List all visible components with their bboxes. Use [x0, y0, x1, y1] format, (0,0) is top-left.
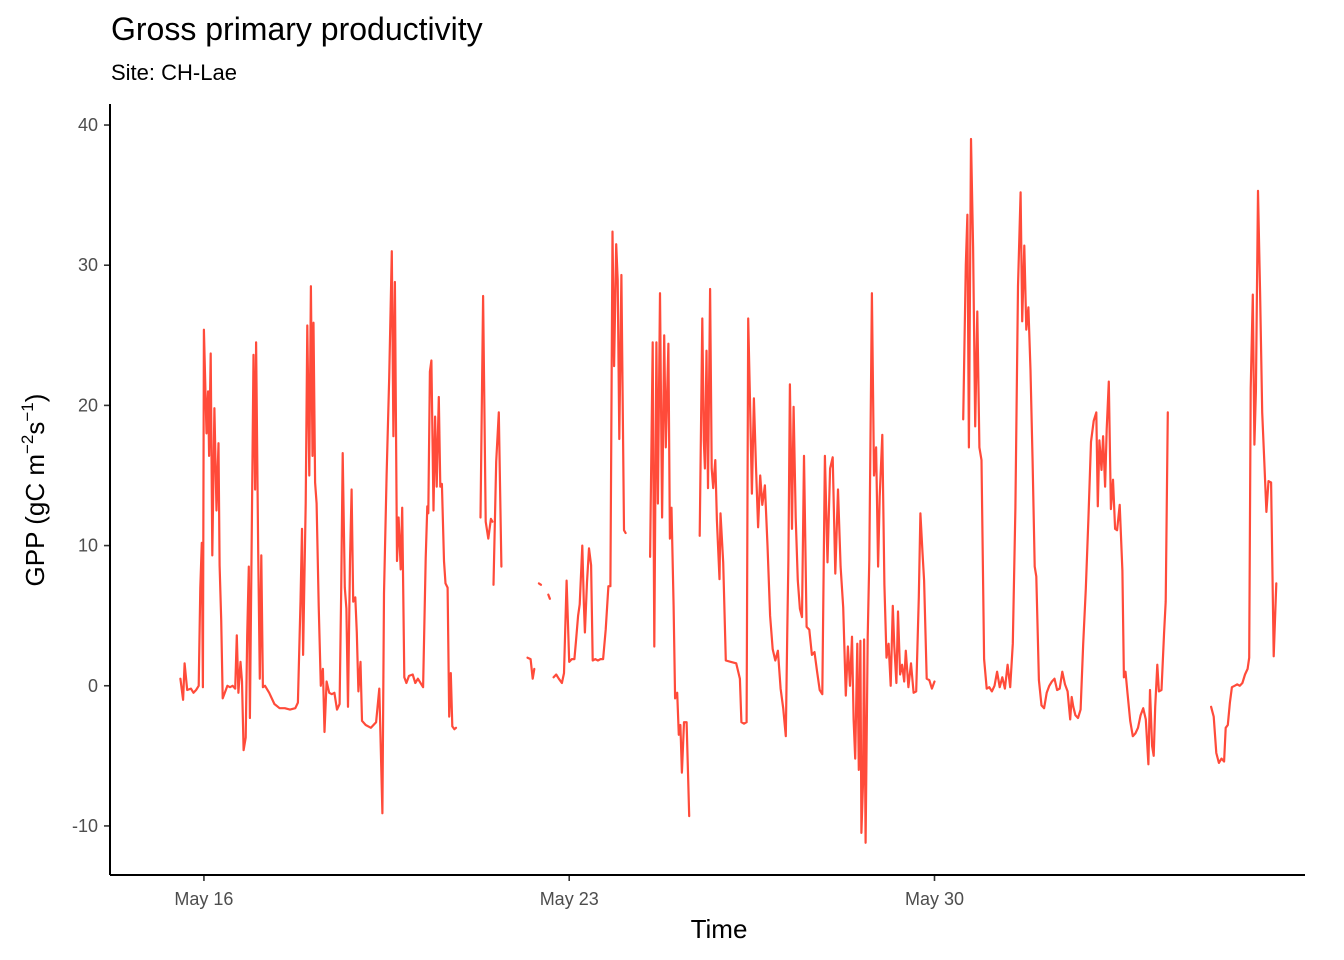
plot-panel: -10 0 10 20 30 40 May 16 May 23 May 30	[72, 104, 1305, 909]
y-tick-label: 10	[78, 536, 98, 556]
gpp-line-segment	[962, 137, 1169, 766]
gpp-line-segment	[537, 582, 543, 586]
y-tick-label: 20	[78, 395, 98, 415]
gpp-line-segment	[547, 593, 551, 600]
x-tick-label: May 16	[174, 889, 233, 909]
y-axis-title-mid: s	[20, 422, 50, 435]
gpp-line-segment	[492, 411, 503, 586]
y-tick-label: 0	[88, 676, 98, 696]
gpp-line-segment	[179, 250, 458, 815]
gpp-series	[179, 137, 1278, 844]
x-axis-title: Time	[691, 914, 748, 944]
y-axis-title-end: )	[20, 394, 50, 403]
y-axis-title-exponent-2: −1	[18, 402, 37, 421]
y-tick-label: -10	[72, 816, 98, 836]
gpp-line-segment	[526, 656, 536, 680]
gpp-line-segment	[479, 294, 494, 540]
y-axis-ticks: -10 0 10 20 30 40	[72, 115, 110, 836]
y-axis-title-exponent-1: −2	[18, 435, 37, 454]
gpp-line-segment	[698, 287, 936, 844]
x-tick-label: May 23	[540, 889, 599, 909]
chart-subtitle: Site: CH-Lae	[111, 60, 237, 85]
gpp-line-segment	[552, 230, 627, 685]
y-tick-label: 40	[78, 115, 98, 135]
gpp-line-segment	[649, 292, 691, 818]
chart-title: Gross primary productivity	[111, 11, 483, 47]
y-axis-title-main: GPP (gC m	[20, 454, 50, 586]
x-axis-ticks: May 16 May 23 May 30	[174, 875, 964, 909]
gpp-line-segment	[1210, 189, 1278, 764]
y-axis-title: GPP (gC m−2s−1)	[18, 394, 50, 587]
y-tick-label: 30	[78, 255, 98, 275]
x-tick-label: May 30	[905, 889, 964, 909]
